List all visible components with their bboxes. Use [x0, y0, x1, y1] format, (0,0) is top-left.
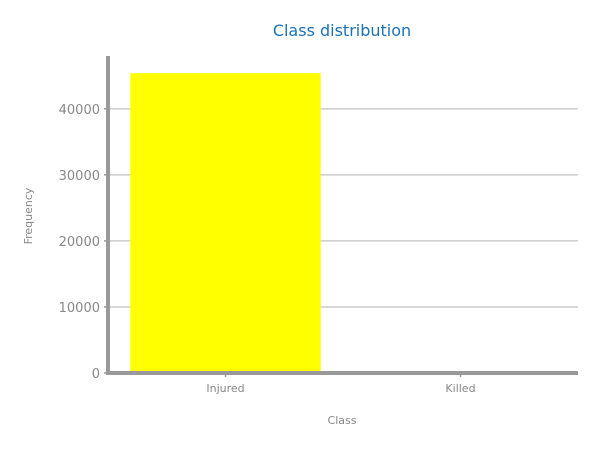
y-tick-label: 30000 — [59, 169, 100, 184]
chart-title: Class distribution — [273, 21, 411, 40]
x-axis-label: Class — [328, 414, 357, 427]
x-tick-label: Killed — [445, 382, 475, 395]
y-tick-label: 20000 — [59, 235, 100, 250]
y-axis-label: Frequency — [22, 187, 35, 244]
x-ticks: Injured Killed — [206, 373, 476, 395]
bars — [130, 73, 556, 373]
x-tick-label: Injured — [206, 382, 244, 395]
y-tick-label: 0 — [92, 367, 100, 382]
y-tick-label: 40000 — [59, 103, 100, 118]
y-tick-label: 10000 — [59, 301, 100, 316]
bar-injured — [130, 73, 321, 373]
y-ticks: 0 10000 20000 30000 40000 — [59, 103, 108, 382]
